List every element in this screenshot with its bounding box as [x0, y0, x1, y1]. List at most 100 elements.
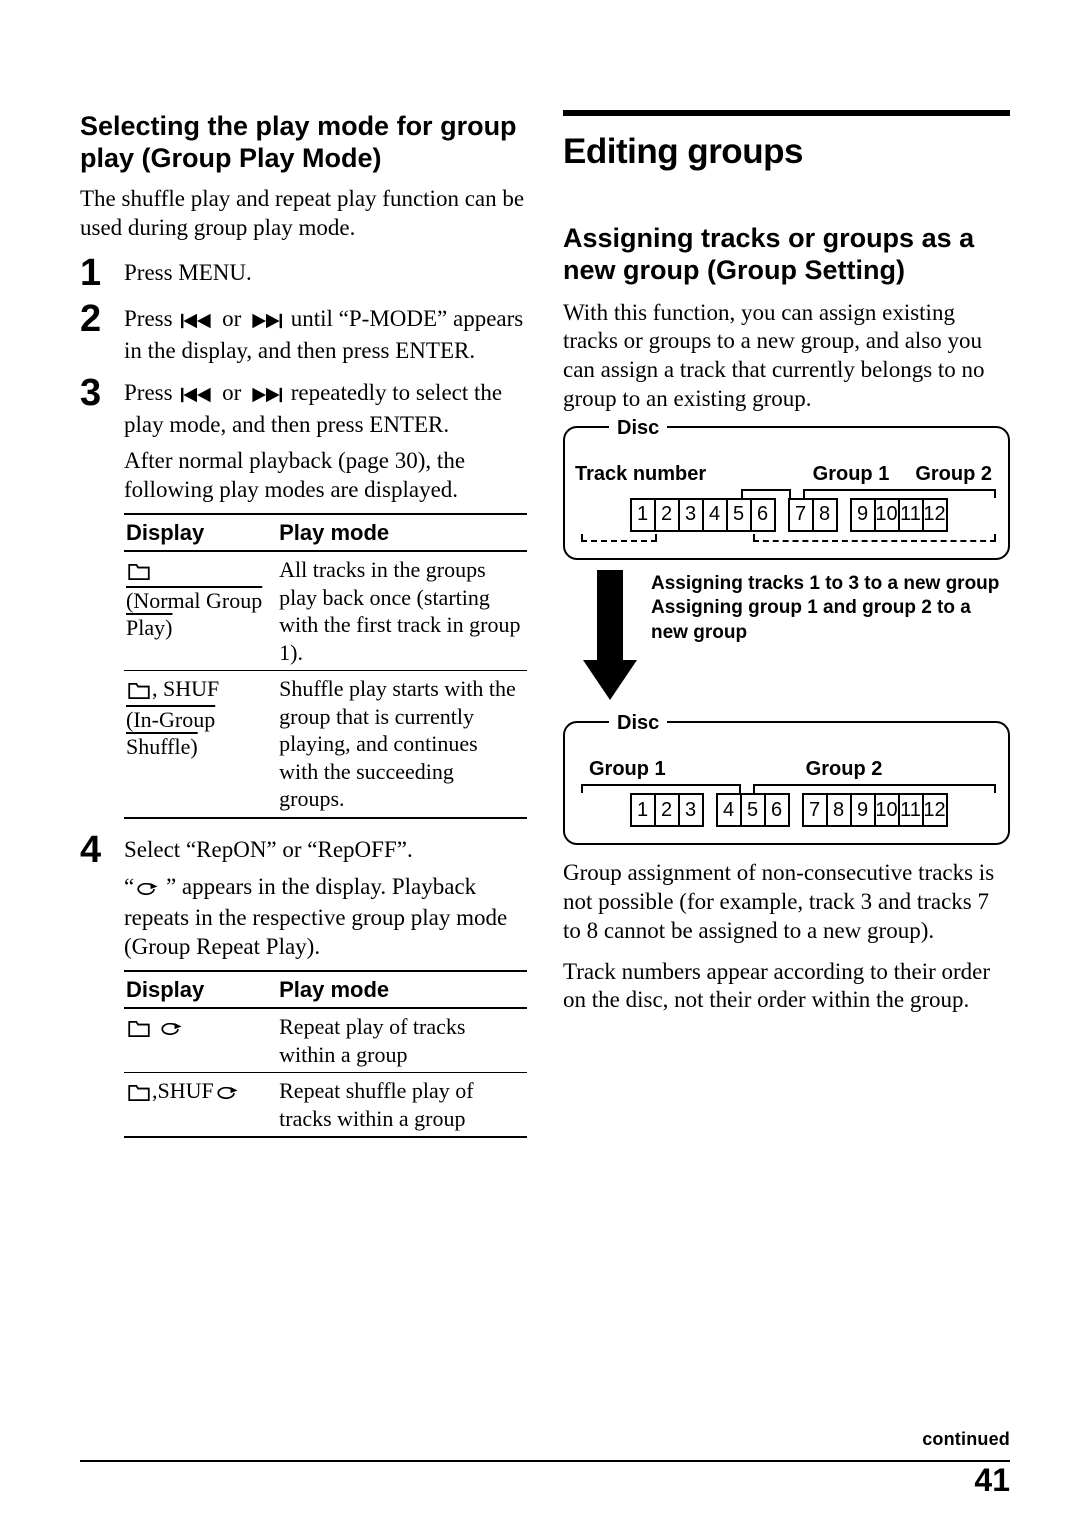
step-1: 1 Press MENU.	[80, 254, 527, 292]
track-cell: 2	[654, 793, 680, 827]
folder-icon	[128, 678, 150, 706]
folder-icon	[128, 559, 150, 587]
steps-list: 1 Press MENU. 2 Press or until “P-MODE” …	[80, 254, 527, 505]
arrow-text-1: Assigning tracks 1 to 3 to a new group	[651, 572, 1010, 597]
track-cell: 6	[750, 498, 776, 532]
cell-display	[124, 1008, 277, 1073]
steps-list-2: 4 Select “RepON” or “RepOFF”. “ ” appear…	[80, 831, 527, 962]
repeat-icon	[136, 876, 158, 905]
next-track-icon	[249, 382, 283, 411]
playmode-table-1: Display Play mode (Normal Group Play) Al…	[124, 513, 527, 819]
disc-before: Disc Track number Group 1 Group 2	[563, 426, 1010, 560]
right-para-2: Track numbers appear according to their …	[563, 958, 1010, 1016]
cell-playmode: Shuffle play starts with the group that …	[277, 671, 527, 818]
step-3-note: After normal playback (page 30), the fol…	[124, 447, 527, 505]
text: or	[216, 306, 247, 331]
text: (Normal Group Play)	[126, 588, 262, 641]
step-number: 3	[80, 374, 124, 505]
cell-playmode: Repeat shuffle play of tracks within a g…	[277, 1073, 527, 1138]
next-track-icon	[249, 308, 283, 337]
th-display: Display	[124, 971, 277, 1009]
repeat-icon	[160, 1016, 182, 1044]
arrow-text-2: Assigning group 1 and group 2 to a new g…	[651, 596, 1010, 645]
track-cell: 4	[702, 498, 728, 532]
text: , SHUF	[152, 676, 219, 701]
page-number: 41	[974, 1460, 1010, 1500]
prev-track-icon	[180, 308, 214, 337]
step-2-text: Press or until “P-MODE” appears in the d…	[124, 305, 527, 366]
th-display: Display	[124, 514, 277, 552]
group2-label: Group 2	[806, 757, 883, 782]
right-para-1: Group assignment of non-consecutive trac…	[563, 859, 1010, 945]
track-cell: 8	[826, 793, 852, 827]
group2-label: Group 2	[915, 462, 992, 487]
disc-label: Disc	[609, 416, 667, 441]
folder-icon	[128, 1016, 150, 1044]
left-intro: The shuffle play and repeat play functio…	[80, 185, 527, 243]
text: “	[124, 874, 134, 899]
text: or	[216, 380, 247, 405]
track-cell: 1	[630, 793, 656, 827]
track-row-after: 123 456 789101112	[575, 793, 998, 827]
playmode-table-2: Display Play mode Repeat play of tracks …	[124, 970, 527, 1139]
continued-label: continued	[922, 1428, 1010, 1451]
cell-display: , SHUF (In-Group Shuffle)	[124, 671, 277, 818]
repeat-icon	[216, 1080, 238, 1108]
right-column: Editing groups Assigning tracks or group…	[563, 110, 1010, 1150]
step-number: 1	[80, 254, 124, 292]
right-heading: Assigning tracks or groups as a new grou…	[563, 222, 1010, 287]
th-playmode: Play mode	[277, 514, 527, 552]
step-3: 3 Press or repeatedly to select the play…	[80, 374, 527, 505]
right-intro: With this function, you can assign exist…	[563, 299, 1010, 414]
th-playmode: Play mode	[277, 971, 527, 1009]
cell-playmode: All tracks in the groups play back once …	[277, 551, 527, 671]
folder-icon	[128, 1080, 150, 1108]
diagram-arrow: Assigning tracks 1 to 3 to a new group A…	[583, 570, 1010, 708]
track-cell: 5	[740, 793, 766, 827]
track-cell: 4	[716, 793, 742, 827]
cell-display: ,SHUF	[124, 1073, 277, 1138]
track-cell: 12	[922, 498, 948, 532]
step-4-text: Select “RepON” or “RepOFF”.	[124, 836, 527, 865]
track-cell: 6	[764, 793, 790, 827]
track-cell: 3	[678, 793, 704, 827]
disc-label: Disc	[609, 711, 667, 736]
track-cell: 10	[874, 498, 900, 532]
step-4: 4 Select “RepON” or “RepOFF”. “ ” appear…	[80, 831, 527, 962]
track-cell: 8	[812, 498, 838, 532]
text: ” appears in the display. Playback repea…	[124, 874, 507, 960]
track-cell: 7	[802, 793, 828, 827]
track-row-before: 123456 78 9101112	[575, 498, 998, 532]
step-3-text: Press or repeatedly to select the play m…	[124, 379, 527, 440]
text: Press	[124, 306, 178, 331]
track-cell: 11	[898, 498, 924, 532]
footer-rule	[80, 1460, 1010, 1462]
text: (In-Group Shuffle)	[126, 707, 215, 760]
left-heading: Selecting the play mode for group play (…	[80, 110, 527, 175]
step-1-text: Press MENU.	[124, 259, 527, 288]
track-cell: 10	[874, 793, 900, 827]
track-cell: 9	[850, 793, 876, 827]
left-column: Selecting the play mode for group play (…	[80, 110, 527, 1150]
group1-label: Group 1	[589, 757, 666, 782]
track-cell: 12	[922, 793, 948, 827]
step-number: 4	[80, 831, 124, 962]
thick-rule	[563, 110, 1010, 116]
text: ,SHUF	[152, 1078, 214, 1103]
editing-groups-heading: Editing groups	[563, 130, 1010, 174]
track-cell: 5	[726, 498, 752, 532]
track-cell: 9	[850, 498, 876, 532]
step-4-note: “ ” appears in the display. Playback rep…	[124, 873, 527, 962]
text: Press	[124, 380, 178, 405]
step-number: 2	[80, 300, 124, 366]
step-2: 2 Press or until “P-MODE” appears in the…	[80, 300, 527, 366]
cell-display: (Normal Group Play)	[124, 551, 277, 671]
track-cell: 1	[630, 498, 656, 532]
down-arrow-icon	[583, 570, 637, 708]
prev-track-icon	[180, 382, 214, 411]
cell-playmode: Repeat play of tracks within a group	[277, 1008, 527, 1073]
track-cell: 7	[788, 498, 814, 532]
disc-after: Disc Group 1 Group 2 123 456 789101112	[563, 721, 1010, 845]
track-cell: 3	[678, 498, 704, 532]
track-cell: 2	[654, 498, 680, 532]
